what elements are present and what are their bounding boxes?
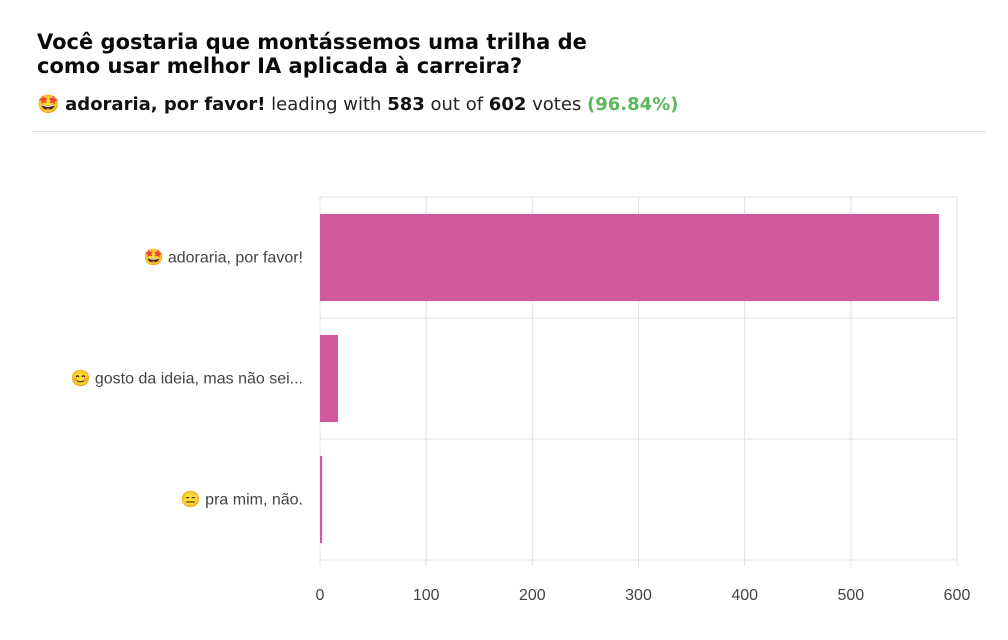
category-label: 🤩 adoraria, por favor! bbox=[143, 249, 303, 267]
votes-text: votes bbox=[532, 94, 582, 115]
out-of-text: out of bbox=[430, 94, 484, 115]
total-votes: 602 bbox=[488, 94, 527, 115]
bar bbox=[320, 334, 339, 423]
leading-with-text: leading with bbox=[271, 94, 382, 115]
bar bbox=[320, 455, 323, 544]
leading-option: adoraria, por favor! bbox=[65, 94, 266, 115]
x-tick-label: 600 bbox=[944, 587, 971, 604]
header-divider bbox=[32, 131, 986, 132]
x-tick-label: 100 bbox=[413, 587, 440, 604]
poll-title: Você gostaria que montássemos uma trilha… bbox=[37, 30, 637, 78]
category-label: 😑 pra mim, não. bbox=[181, 491, 303, 509]
poll-summary: 🤩 adoraria, por favor! leading with 583 … bbox=[37, 94, 678, 115]
leading-percent: (96.84%) bbox=[587, 94, 679, 115]
poll-title-line-1: Você gostaria que montássemos uma trilha… bbox=[37, 30, 587, 54]
poll-title-line-2: como usar melhor IA aplicada à carreira? bbox=[37, 54, 523, 78]
x-tick-label: 200 bbox=[519, 587, 546, 604]
category-label: 😊 gosto da ideia, mas não sei... bbox=[71, 370, 304, 388]
bar bbox=[320, 213, 939, 302]
star-struck-emoji-icon: 🤩 bbox=[37, 94, 60, 115]
x-tick-label: 500 bbox=[837, 587, 864, 604]
x-tick-label: 0 bbox=[316, 587, 325, 604]
x-tick-label: 400 bbox=[731, 587, 758, 604]
x-tick-label: 300 bbox=[625, 587, 652, 604]
leading-votes: 583 bbox=[387, 94, 425, 115]
